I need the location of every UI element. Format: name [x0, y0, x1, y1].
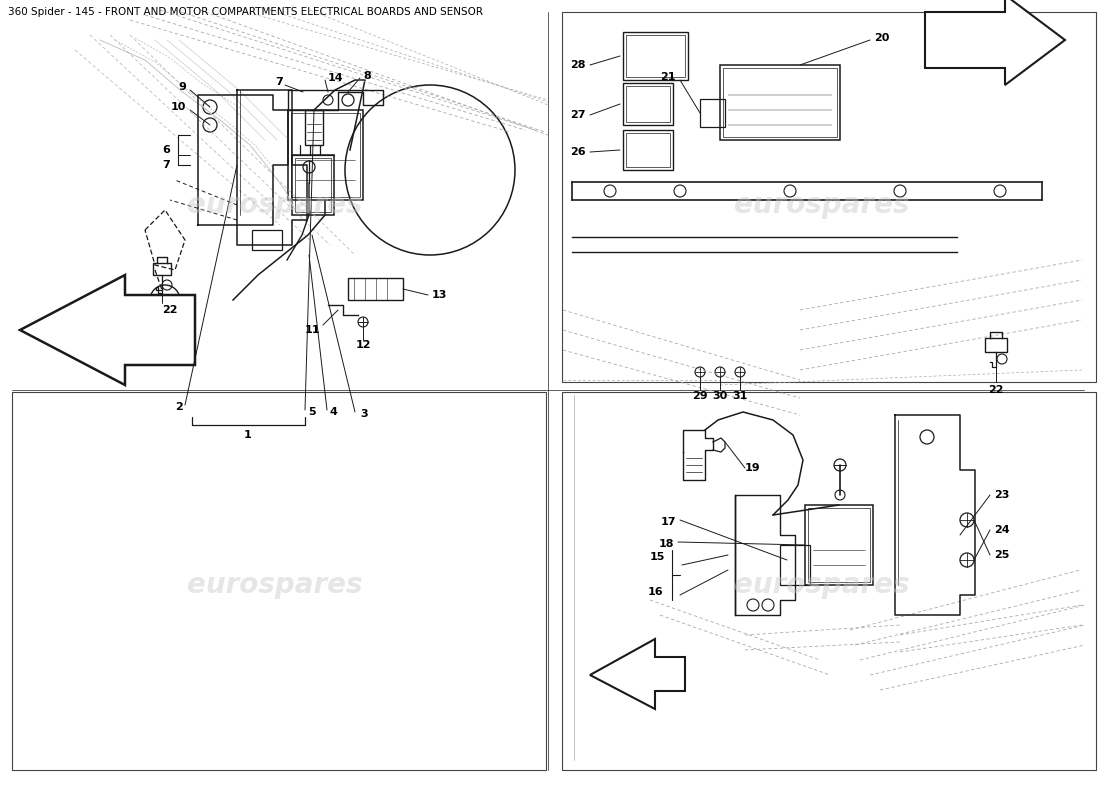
Text: eurospares: eurospares — [187, 571, 363, 599]
Text: 2: 2 — [175, 402, 183, 412]
Bar — [288, 110, 363, 200]
Text: 7: 7 — [163, 160, 170, 170]
Bar — [723, 68, 837, 137]
Text: 18: 18 — [659, 539, 674, 549]
Text: 31: 31 — [733, 391, 748, 401]
Text: 24: 24 — [994, 525, 1010, 535]
Text: 4: 4 — [330, 407, 338, 417]
Text: 23: 23 — [994, 490, 1010, 500]
Bar — [252, 230, 282, 250]
Bar — [805, 505, 873, 585]
Text: 19: 19 — [745, 463, 760, 473]
Text: 5: 5 — [308, 407, 316, 417]
Bar — [292, 113, 360, 197]
Text: 360 Spider - 145 - FRONT AND MOTOR COMPARTMENTS ELECTRICAL BOARDS AND SENSOR: 360 Spider - 145 - FRONT AND MOTOR COMPA… — [8, 7, 483, 17]
Bar — [626, 133, 670, 167]
Text: 20: 20 — [874, 33, 890, 43]
Text: 8: 8 — [363, 71, 371, 81]
Bar — [780, 545, 810, 585]
Bar — [984, 338, 1006, 352]
Bar — [623, 130, 673, 170]
Bar — [348, 278, 403, 300]
Bar — [623, 32, 688, 80]
Bar — [700, 99, 725, 127]
Text: eurospares: eurospares — [735, 191, 910, 219]
Text: 17: 17 — [660, 517, 676, 527]
Text: 10: 10 — [170, 102, 186, 112]
Text: 15: 15 — [650, 552, 666, 562]
Bar — [305, 110, 323, 145]
Text: 28: 28 — [571, 60, 586, 70]
Text: 9: 9 — [178, 82, 186, 92]
Text: 1: 1 — [244, 430, 252, 440]
Text: 12: 12 — [355, 340, 371, 350]
Text: 6: 6 — [162, 145, 170, 155]
Bar — [623, 83, 673, 125]
Bar — [562, 392, 1096, 770]
Bar — [562, 12, 1096, 382]
Bar — [808, 508, 870, 582]
Text: 30: 30 — [713, 391, 727, 401]
Polygon shape — [20, 275, 195, 385]
Bar — [292, 155, 334, 215]
Text: 22: 22 — [162, 305, 177, 315]
Text: 7: 7 — [275, 77, 283, 87]
Text: 16: 16 — [648, 587, 663, 597]
Bar — [720, 65, 840, 140]
Text: 14: 14 — [328, 73, 343, 83]
Text: 25: 25 — [994, 550, 1010, 560]
Text: 21: 21 — [660, 72, 676, 82]
Text: 29: 29 — [692, 391, 707, 401]
Bar — [12, 392, 546, 770]
Text: eurospares: eurospares — [735, 571, 910, 599]
Text: 22: 22 — [988, 385, 1003, 395]
Text: 26: 26 — [571, 147, 586, 157]
Bar — [626, 35, 685, 77]
Text: 27: 27 — [571, 110, 586, 120]
Bar — [295, 158, 331, 212]
Text: 3: 3 — [360, 409, 367, 419]
Bar — [153, 263, 170, 275]
Polygon shape — [590, 639, 685, 709]
Bar — [626, 86, 670, 122]
Polygon shape — [925, 0, 1065, 85]
Text: eurospares: eurospares — [187, 191, 363, 219]
Text: 11: 11 — [305, 325, 320, 335]
Text: 13: 13 — [432, 290, 448, 300]
